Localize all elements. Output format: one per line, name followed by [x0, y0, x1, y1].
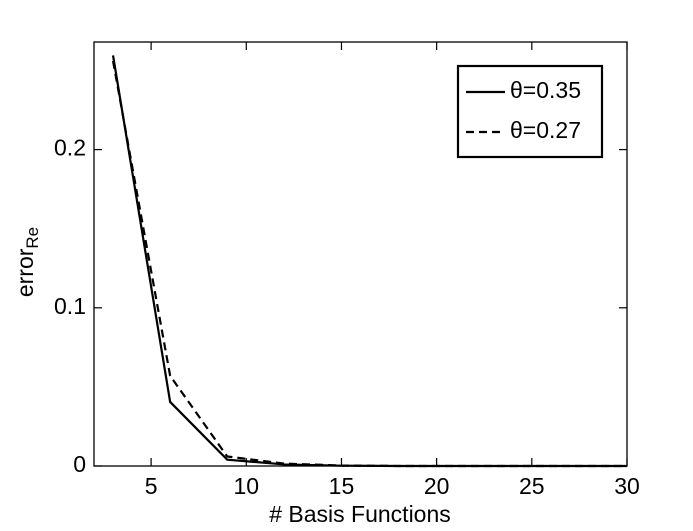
x-tick-label: 30 [614, 473, 640, 499]
x-tick-label: 10 [233, 473, 259, 499]
legend-label: θ=0.35 [510, 77, 581, 103]
legend-label: θ=0.27 [510, 117, 581, 143]
x-axis-label: # Basis Functions [269, 501, 451, 527]
x-tick-label: 15 [329, 473, 355, 499]
y-axis-label: errorRe [12, 227, 42, 297]
y-axis-label-main: error [12, 248, 38, 297]
x-tick-label: 20 [424, 473, 450, 499]
x-tick-label: 5 [145, 473, 158, 499]
y-axis-label-subscript: Re [23, 227, 42, 249]
y-tick-label: 0 [73, 451, 86, 477]
legend-box [456, 64, 604, 159]
data-line [111, 60, 627, 468]
x-tick-label: 25 [519, 473, 545, 499]
y-tick-label: 0.2 [54, 135, 86, 161]
y-tick-label: 0.1 [54, 293, 86, 319]
